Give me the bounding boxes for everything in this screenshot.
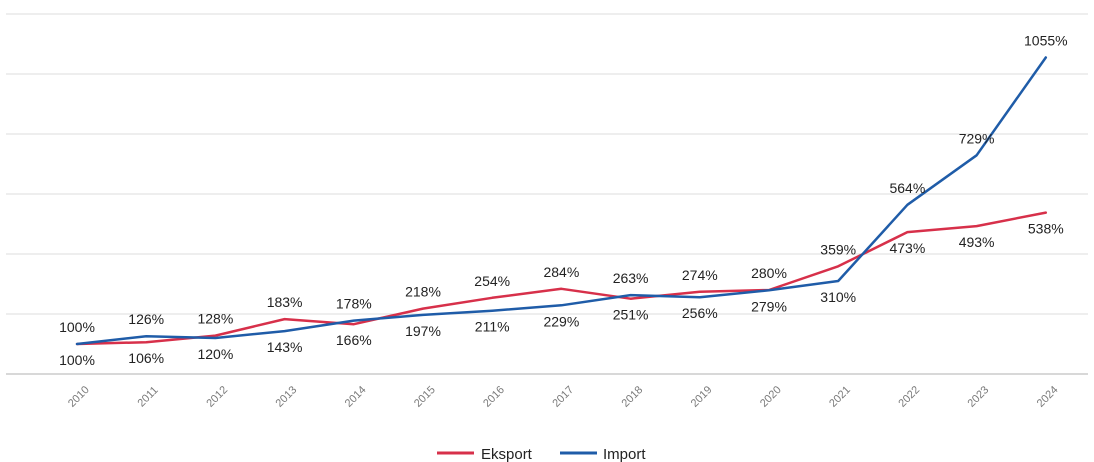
data-label-eksport: 280% [751, 265, 787, 281]
series-line-import [75, 56, 1048, 346]
data-label-eksport: 473% [889, 240, 925, 256]
x-tick-label: 2016 [481, 384, 507, 410]
data-label-eksport: 493% [959, 234, 995, 250]
data-label-import: 120% [197, 346, 233, 362]
data-label-import: 256% [682, 305, 718, 321]
data-label-import: 263% [613, 270, 649, 286]
x-tick-label: 2020 [758, 384, 784, 410]
x-tick-label: 2023 [966, 384, 992, 410]
data-label-import: 100% [59, 352, 95, 368]
legend-label-eksport: Eksport [481, 446, 533, 462]
x-tick-label: 2019 [689, 384, 715, 410]
data-labels: 100% 100% 106% 126% 128% 120% 183% 143% 166% 178%… [59, 33, 1068, 369]
legend: Eksport Import [437, 446, 646, 462]
data-label-import: 310% [820, 289, 856, 305]
data-label-eksport: 274% [682, 267, 718, 283]
data-label-import: 143% [267, 339, 303, 355]
x-tick-label: 2012 [204, 384, 230, 410]
data-label-import: 564% [889, 180, 925, 196]
legend-label-import: Import [603, 446, 646, 462]
data-label-import: 197% [405, 323, 441, 339]
data-label-eksport: 254% [474, 273, 510, 289]
x-tick-label: 2010 [66, 384, 92, 410]
grid-lines [6, 13, 1088, 375]
x-tick-label: 2014 [343, 384, 369, 410]
data-label-eksport: 106% [128, 350, 164, 366]
x-tick-label: 2017 [550, 384, 576, 410]
x-tick-label: 2011 [135, 384, 160, 409]
series-lines [75, 56, 1048, 346]
x-tick-label: 2021 [827, 384, 853, 410]
x-axis-tick-labels: 2010 2011 2012 2013 2014 2015 2016 2017 2018 2019… [66, 384, 1061, 410]
x-tick-label: 2018 [620, 384, 646, 410]
data-label-eksport: 359% [820, 241, 856, 257]
series-line-eksport [75, 211, 1048, 346]
x-tick-label: 2013 [274, 384, 300, 410]
data-label-eksport: 284% [543, 264, 579, 280]
data-label-import: 729% [959, 130, 995, 146]
data-label-eksport: 100% [59, 319, 95, 335]
data-label-eksport: 538% [1028, 221, 1064, 237]
data-label-eksport: 128% [197, 311, 233, 327]
data-label-eksport: 183% [267, 294, 303, 310]
data-label-import: 178% [336, 296, 372, 312]
x-tick-label: 2022 [896, 384, 922, 410]
x-tick-label: 2015 [412, 384, 438, 410]
data-label-eksport: 166% [336, 332, 372, 348]
data-label-eksport: 251% [613, 307, 649, 323]
data-label-import: 279% [751, 298, 787, 314]
data-label-import: 1055% [1024, 33, 1068, 49]
data-label-import: 229% [543, 313, 579, 329]
data-label-import: 211% [475, 319, 510, 335]
data-label-eksport: 218% [405, 284, 441, 300]
data-label-import: 126% [128, 311, 164, 327]
x-tick-label: 2024 [1035, 384, 1061, 410]
